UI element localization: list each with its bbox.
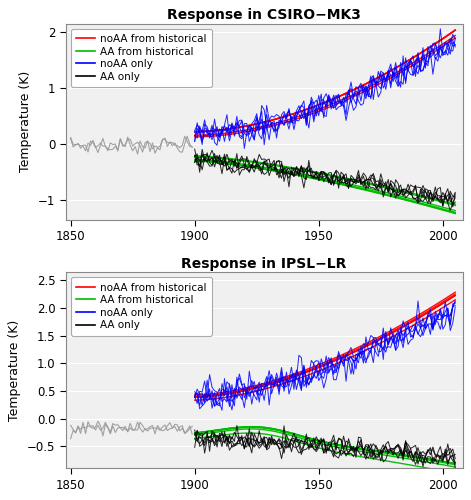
Legend: noAA from historical, AA from historical, noAA only, AA only: noAA from historical, AA from historical… xyxy=(71,28,212,87)
Legend: noAA from historical, AA from historical, noAA only, AA only: noAA from historical, AA from historical… xyxy=(71,278,212,336)
Y-axis label: Temperature (K): Temperature (K) xyxy=(19,71,32,172)
Title: Response in CSIRO−MK3: Response in CSIRO−MK3 xyxy=(167,8,361,22)
Y-axis label: Temperature (K): Temperature (K) xyxy=(8,320,21,421)
Title: Response in IPSL−LR: Response in IPSL−LR xyxy=(181,257,347,271)
